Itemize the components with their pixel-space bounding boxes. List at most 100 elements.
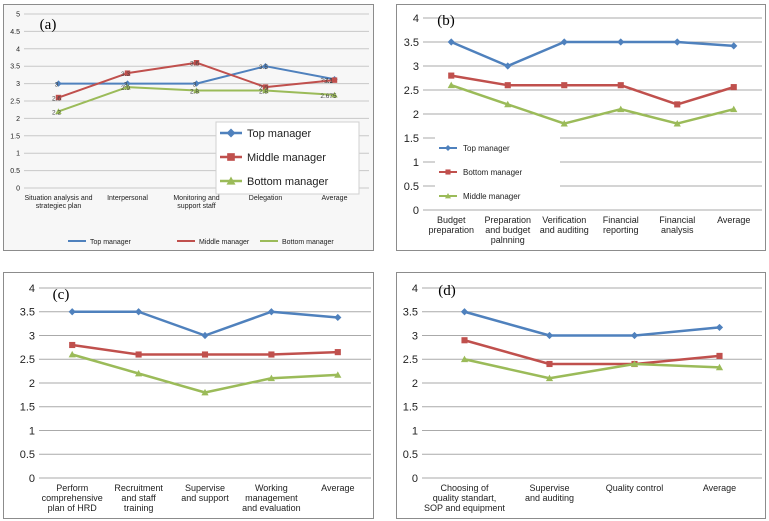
- series-point: [504, 100, 512, 108]
- x-category-label: Supervise and auditing: [525, 483, 574, 503]
- y-tick-label: 0: [29, 473, 35, 485]
- series-point: [630, 331, 639, 340]
- legend-box: [435, 132, 560, 200]
- y-tick-label: 4.5: [10, 29, 20, 36]
- x-category-label: Delegation: [249, 195, 283, 202]
- x-category-label-line: Budget: [437, 215, 466, 225]
- x-category-label-line: Financial: [603, 215, 639, 225]
- panel-label: (c): [53, 287, 70, 303]
- series-point: [124, 83, 131, 90]
- series-point: [201, 331, 209, 340]
- y-tick-label: 3: [29, 330, 35, 342]
- y-tick-label: 1: [412, 425, 418, 437]
- data-label: 2.9: [259, 85, 268, 92]
- x-category-label-line: and auditing: [525, 493, 574, 503]
- x-category-label: Situation analysis and strategiec plan: [24, 195, 92, 210]
- series-point: [460, 308, 469, 316]
- series-point: [560, 120, 568, 127]
- x-category-label-line: reporting: [603, 225, 639, 235]
- x-category-label-line: Delegation: [249, 195, 283, 202]
- y-tick-label: 3.5: [404, 37, 419, 49]
- x-category-label-line: and staff: [121, 493, 156, 503]
- x-category-label-line: Choosing of: [440, 483, 489, 493]
- chart-svg-d: 0 0.5 1 1.5 2 2.5 3 3.5 4 Choosing of quality stan…: [403, 283, 762, 513]
- x-category-label-line: SOP and equipment: [424, 503, 505, 513]
- panel-label: (a): [40, 17, 57, 33]
- y-tick-label: 2.5: [10, 98, 20, 105]
- y-tick-label: 4: [29, 283, 35, 295]
- legend-label: Middle manager: [247, 152, 326, 164]
- x-category-label-line: preparation: [428, 225, 474, 235]
- series-point: [504, 62, 512, 70]
- series-point: [262, 84, 269, 90]
- y-tick-label: 2: [412, 378, 418, 390]
- series-point: [334, 371, 342, 378]
- legend-swatch-marker: [445, 193, 451, 199]
- y-tick-label: 1.5: [20, 402, 35, 414]
- data-label: 2.8: [190, 89, 199, 96]
- y-tick-label: 0.5: [403, 449, 418, 461]
- series-point: [617, 82, 624, 89]
- legend-swatch-marker: [227, 153, 235, 161]
- x-category-label-line: quality standart,: [433, 493, 497, 503]
- series-point: [617, 105, 625, 113]
- series-line: [71, 353, 338, 394]
- series-point: [69, 341, 76, 349]
- chart-svg-b: 0 0.5 1 1.5 2 2.5 3 3.5 4 Budget preparation Prepar…: [404, 13, 762, 245]
- series-point: [461, 337, 468, 344]
- x-category-label-line: comprehensive: [42, 493, 103, 503]
- legend-swatch-marker: [445, 145, 451, 151]
- legend-label: Top manager: [463, 144, 510, 153]
- data-label: 3.1: [324, 78, 333, 85]
- x-category-label: Monitoring and support staff: [173, 195, 219, 210]
- series-point: [673, 38, 681, 46]
- series-point: [504, 82, 511, 89]
- series-point: [135, 369, 143, 377]
- x-category-label: Recruitment and staff training: [114, 483, 163, 513]
- series-point: [135, 308, 143, 316]
- y-tick-label: 1: [29, 425, 35, 437]
- y-tick-label: 1.5: [403, 402, 418, 414]
- series-point: [55, 80, 62, 87]
- series-point: [545, 374, 554, 382]
- x-category-label: Financial reporting: [603, 215, 639, 235]
- series-line: [464, 358, 720, 380]
- legend-label: Middle manager: [463, 192, 521, 201]
- y-tick-label: 1: [16, 151, 20, 158]
- x-category-label-line: Interpersonal: [107, 195, 148, 202]
- series-point: [267, 374, 275, 382]
- data-label: 2.675: [320, 93, 337, 100]
- series-point: [460, 355, 469, 363]
- series-point: [730, 42, 738, 50]
- x-category-label-line: and budget: [485, 225, 531, 235]
- data-label: 3: [193, 82, 197, 89]
- series-point: [730, 84, 737, 91]
- series-point: [630, 360, 639, 367]
- y-tick-label: 2: [413, 109, 419, 121]
- y-tick-label: 1: [413, 157, 419, 169]
- y-tick-label: 3: [412, 330, 418, 342]
- y-tick-label: 2.5: [404, 85, 419, 97]
- series-point: [331, 91, 338, 98]
- series-point: [135, 351, 142, 358]
- x-category-label: Financial analysis: [659, 215, 695, 235]
- x-category-label-line: Average: [717, 215, 750, 225]
- x-category-label: Interpersonal: [107, 195, 148, 202]
- y-tick-label: 3.5: [10, 64, 20, 71]
- series-point: [561, 82, 568, 89]
- x-category-label-line: Supervise: [185, 483, 225, 493]
- data-label: 2.2: [52, 109, 61, 116]
- x-category-label-line: Monitoring and: [173, 195, 219, 202]
- series-point: [193, 87, 200, 94]
- series-point: [201, 351, 209, 358]
- x-category-label: Quality control: [606, 483, 664, 493]
- data-label: 3.6: [190, 61, 199, 68]
- series-point: [546, 360, 553, 368]
- series-point: [447, 81, 455, 89]
- legend-swatch-marker: [226, 128, 236, 138]
- x-category-label: Perform comprehensive plan of HRD: [42, 483, 103, 513]
- y-tick-label: 2.5: [20, 354, 35, 366]
- y-tick-label: 4: [412, 283, 418, 295]
- series-point: [124, 70, 131, 76]
- x-category-label-line: Financial: [659, 215, 695, 225]
